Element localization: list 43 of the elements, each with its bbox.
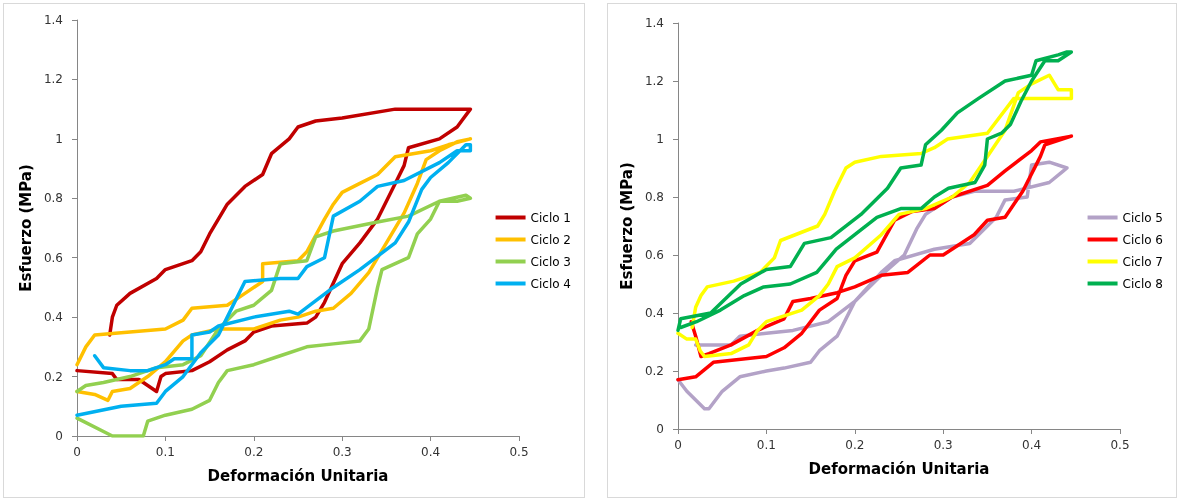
x-tick-label: 0.1	[155, 445, 175, 459]
x-tick-label: 0.2	[244, 445, 264, 459]
y-tick-label: 0.4	[644, 306, 664, 320]
y-axis-title: Esfuerzo (MPa)	[16, 164, 35, 292]
x-tick-label: 0	[73, 445, 81, 459]
legend-label: Ciclo 2	[530, 232, 571, 247]
y-tick-label: 0.2	[43, 369, 63, 384]
x-axis-title: Deformación Unitaria	[207, 466, 389, 485]
x-tick-label: 0.4	[421, 445, 441, 459]
x-tick-label: 0.3	[332, 445, 352, 459]
x-tick-label: 0.5	[509, 445, 529, 459]
y-tick-label: 0.8	[43, 191, 63, 206]
line-series	[676, 50, 1074, 333]
x-tick-label: 0	[674, 438, 682, 452]
legend-label: Ciclo 1	[530, 210, 571, 225]
legend-label: Ciclo 5	[1122, 210, 1163, 225]
y-tick-label: 1	[656, 132, 664, 146]
x-tick-label: 0.2	[845, 438, 865, 452]
legend-label: Ciclo 6	[1122, 232, 1163, 247]
y-tick-label: 1.4	[644, 16, 664, 30]
x-tick-label: 0.1	[756, 438, 776, 452]
legend-label: Ciclo 3	[530, 254, 571, 269]
x-tick-label: 0.4	[1022, 438, 1042, 452]
y-tick-label: 1	[55, 131, 63, 146]
y-tick-label: 0.4	[43, 310, 63, 325]
y-tick-label: 1.4	[43, 13, 63, 27]
y-tick-label: 0.8	[644, 190, 664, 204]
x-tick-label: 0.5	[1110, 438, 1130, 452]
y-tick-label: 0.2	[644, 364, 664, 378]
legend-label: Ciclo 8	[1122, 276, 1163, 291]
line-series	[75, 193, 473, 438]
y-axis-title: Esfuerzo (MPa)	[617, 162, 636, 290]
y-tick-label: 0.6	[43, 250, 63, 265]
y-tick-label: 0.6	[644, 248, 664, 262]
legend-label: Ciclo 7	[1122, 254, 1163, 269]
x-axis-title: Deformación Unitaria	[808, 459, 990, 478]
legend-label: Ciclo 4	[530, 276, 571, 291]
y-tick-label: 1.2	[43, 72, 63, 87]
y-tick-label: 0	[656, 422, 664, 436]
x-tick-label: 0.3	[933, 438, 953, 452]
y-tick-label: 0	[55, 429, 63, 443]
y-tick-label: 1.2	[644, 74, 664, 88]
line-series	[676, 73, 1074, 359]
